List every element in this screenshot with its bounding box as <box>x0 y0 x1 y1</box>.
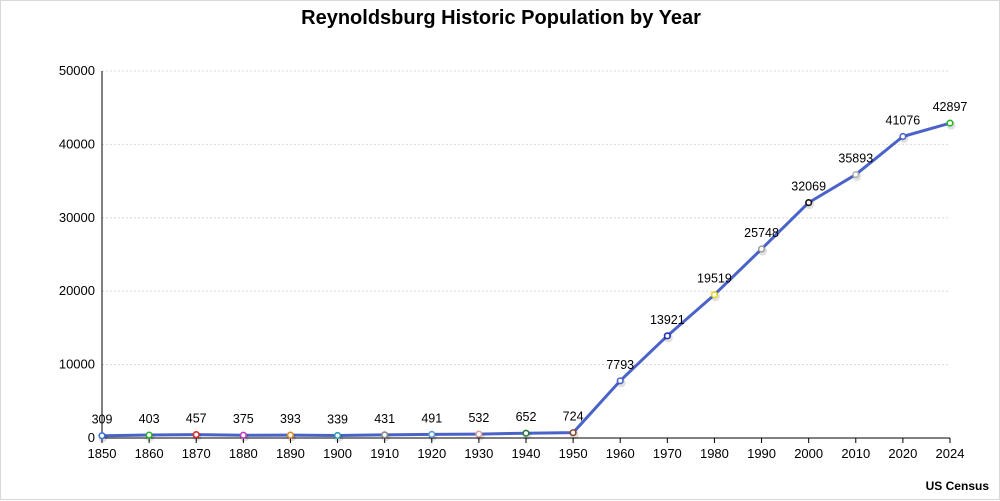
x-tick-label: 1850 <box>88 446 117 461</box>
data-point <box>616 377 624 385</box>
data-label: 652 <box>516 410 537 424</box>
x-tick-label: 1870 <box>182 446 211 461</box>
x-tick-label: 1990 <box>747 446 776 461</box>
data-point <box>569 429 577 437</box>
data-label: 431 <box>374 412 395 426</box>
x-tick-label: 1940 <box>512 446 541 461</box>
data-label: 25748 <box>744 226 779 240</box>
data-label: 491 <box>421 411 442 425</box>
gridlines <box>102 70 950 366</box>
x-tick-label: 1980 <box>700 446 729 461</box>
data-point <box>428 430 436 438</box>
data-label: 7793 <box>606 358 634 372</box>
x-tick-label: 2024 <box>936 446 965 461</box>
series-line <box>101 121 951 438</box>
x-tick-label: 2020 <box>888 446 917 461</box>
y-tick-label: 20000 <box>59 283 95 298</box>
data-label: 339 <box>327 413 348 427</box>
data-point <box>239 431 247 439</box>
x-tick-label: 1960 <box>606 446 635 461</box>
x-tick-label: 2000 <box>794 446 823 461</box>
chart-title: Reynoldsburg Historic Population by Year <box>301 7 701 29</box>
y-tick-label: 50000 <box>59 63 95 78</box>
data-point <box>899 132 907 141</box>
x-tick-label: 1890 <box>276 446 305 461</box>
data-point <box>710 291 719 299</box>
data-label: 532 <box>468 411 489 425</box>
data-point <box>805 199 813 207</box>
data-label: 13921 <box>650 313 685 327</box>
y-tick-label: 40000 <box>59 136 95 151</box>
y-tick-label: 0 <box>88 430 95 445</box>
population-series <box>98 119 956 443</box>
data-point <box>145 431 153 439</box>
x-tick-label: 2010 <box>841 446 870 461</box>
data-labels: 309 403 457 375 393 339 431 491 532 652 724 7793 139… <box>92 100 968 427</box>
y-tick-label: 10000 <box>59 357 95 372</box>
data-point <box>663 332 671 340</box>
x-tick-label: 1900 <box>323 446 352 461</box>
data-label: 393 <box>280 412 301 426</box>
source-label: US Census <box>925 479 989 493</box>
x-tick-label: 1910 <box>370 446 399 461</box>
data-point <box>333 431 342 440</box>
data-point <box>757 245 766 253</box>
data-point <box>286 431 295 439</box>
x-tick-label: 1950 <box>559 446 588 461</box>
data-label: 403 <box>139 412 160 426</box>
x-tick-label: 1920 <box>417 446 446 461</box>
x-tick-label: 1860 <box>135 446 164 461</box>
axes: 0 10000 20000 30000 40000 50000 1850 1860 1870 18… <box>59 63 965 461</box>
data-point <box>475 430 483 438</box>
data-label: 35893 <box>838 152 873 166</box>
data-point <box>381 431 389 439</box>
data-label: 724 <box>563 410 584 424</box>
data-point <box>946 119 954 127</box>
x-tick-label: 1880 <box>229 446 258 461</box>
data-label: 375 <box>233 412 254 426</box>
data-point <box>192 431 200 439</box>
data-point <box>98 432 106 440</box>
data-label: 42897 <box>933 100 968 114</box>
data-point <box>522 429 530 437</box>
data-label: 32069 <box>791 180 826 194</box>
data-label: 457 <box>186 412 207 426</box>
x-tick-label: 1970 <box>653 446 682 461</box>
x-tick-label: 1930 <box>464 446 493 461</box>
data-label: 19519 <box>697 272 732 286</box>
data-point <box>852 170 860 179</box>
y-tick-label: 30000 <box>59 210 95 225</box>
data-label: 41076 <box>886 114 921 128</box>
data-label: 309 <box>92 413 113 427</box>
